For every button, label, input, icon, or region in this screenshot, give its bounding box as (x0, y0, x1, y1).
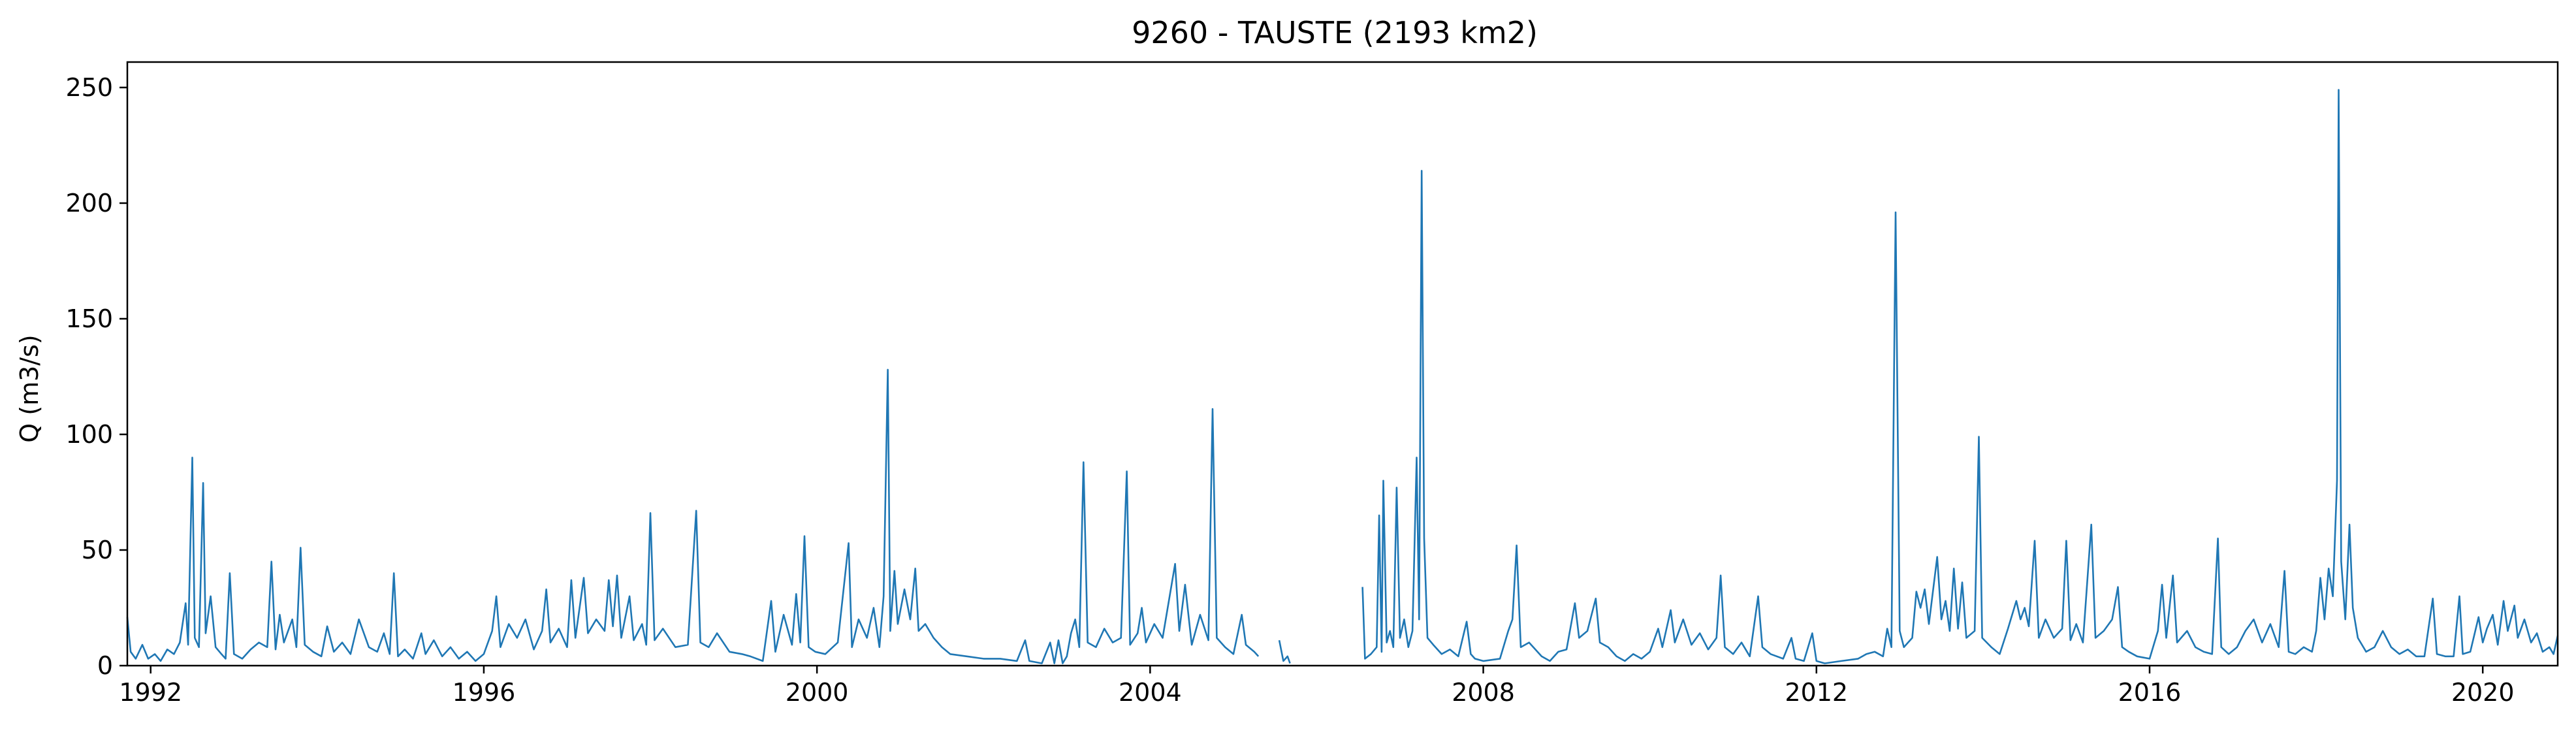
y-axis-label: Q (m3/s) (15, 334, 44, 442)
x-tick-label: 2004 (1119, 678, 1182, 707)
x-tick-label: 2000 (786, 678, 849, 707)
y-tick-label: 50 (82, 536, 113, 564)
axes-frame (126, 61, 2559, 667)
x-tick-label: 2020 (2451, 678, 2515, 707)
x-axis: 1992 1996 2000 2004 2008 2012 2016 2020 (119, 666, 2515, 707)
chart-title: 9260 - TAUSTE (2193 km2) (1132, 15, 1538, 50)
x-tick-label: 1996 (453, 678, 516, 707)
plot-area (126, 89, 2559, 664)
x-tick-label: 2008 (1452, 678, 1515, 707)
y-axis: 0 50 100 150 200 250 (65, 73, 127, 680)
y-tick-label: 0 (97, 651, 113, 680)
y-tick-label: 150 (65, 304, 113, 333)
x-tick-label: 1992 (119, 678, 182, 707)
y-tick-label: 100 (65, 420, 113, 449)
series-line (126, 89, 2559, 664)
x-tick-label: 2012 (1785, 678, 1848, 707)
y-tick-label: 200 (65, 189, 113, 218)
y-tick-label: 250 (65, 73, 113, 102)
x-tick-label: 2016 (2118, 678, 2182, 707)
